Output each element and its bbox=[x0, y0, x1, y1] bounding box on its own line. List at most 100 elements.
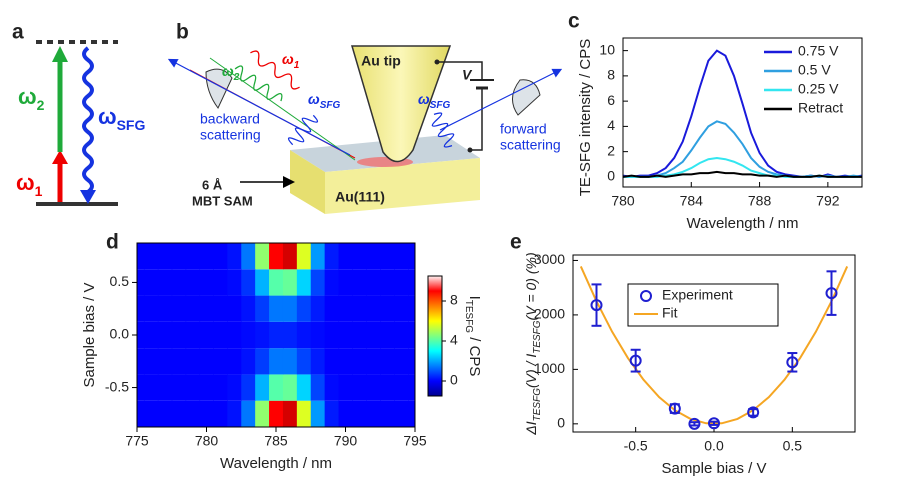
x-tick-label: 780 bbox=[611, 193, 635, 209]
data-point bbox=[629, 354, 642, 367]
y-tick-label: 2000 bbox=[534, 306, 565, 322]
heat-cell bbox=[255, 243, 270, 270]
y-axis-label: Sample bias / V bbox=[81, 282, 98, 387]
heat-cell bbox=[213, 321, 228, 349]
heat-cell bbox=[338, 243, 353, 270]
label-part: (V) / I bbox=[523, 354, 539, 388]
y-tick-label: 0.0 bbox=[110, 326, 130, 342]
panel-label: e bbox=[510, 231, 522, 254]
y-tick-label: 0 bbox=[557, 415, 565, 431]
heat-cell bbox=[143, 269, 159, 296]
omega-label: ω1 bbox=[16, 170, 43, 199]
heat-cell bbox=[408, 348, 415, 375]
heat-cell bbox=[137, 400, 145, 427]
heat-cell bbox=[185, 374, 201, 401]
heat-cell bbox=[143, 321, 159, 349]
heat-cell bbox=[255, 400, 270, 427]
heat-cell bbox=[282, 243, 298, 270]
heat-cell bbox=[227, 374, 242, 401]
data-point bbox=[747, 406, 760, 419]
label-part: / CPS bbox=[466, 333, 483, 376]
plot-frame bbox=[136, 242, 416, 428]
heat-cell bbox=[408, 269, 415, 296]
x-tick-label: 792 bbox=[816, 193, 840, 209]
heat-cell bbox=[352, 400, 367, 427]
heat-cell bbox=[366, 374, 381, 401]
heat-cell bbox=[227, 348, 242, 375]
heat-cell bbox=[310, 321, 326, 349]
heat-cell bbox=[310, 374, 326, 401]
heat-cell bbox=[269, 321, 284, 349]
x-tick-label: 788 bbox=[748, 193, 772, 209]
series-line bbox=[623, 120, 862, 178]
sam-label: 6 Å bbox=[202, 177, 223, 192]
heat-cell bbox=[296, 243, 312, 270]
heat-cell bbox=[185, 269, 201, 296]
heat-cell bbox=[296, 295, 312, 322]
heat-cell bbox=[282, 321, 298, 349]
heat-cell bbox=[255, 374, 270, 401]
heat-cell bbox=[338, 269, 353, 296]
y-tick-label: 3000 bbox=[534, 251, 565, 267]
heat-cell bbox=[157, 243, 173, 270]
heat-cell bbox=[171, 348, 187, 375]
heat-cell bbox=[241, 400, 256, 427]
heat-cell bbox=[366, 295, 381, 322]
heat-cell bbox=[255, 269, 270, 296]
data-point bbox=[708, 417, 720, 430]
heat-cell bbox=[366, 243, 381, 270]
label-part: TESFG bbox=[532, 320, 543, 354]
heat-cell bbox=[241, 321, 256, 349]
x-tick-label: 785 bbox=[264, 433, 288, 449]
heat-cell bbox=[366, 400, 381, 427]
x-tick-label: 795 bbox=[403, 433, 427, 449]
heat-cell bbox=[171, 374, 187, 401]
scatter-label: forward bbox=[500, 121, 547, 137]
heat-cell bbox=[213, 295, 228, 322]
label-part: TESFG bbox=[532, 388, 543, 422]
heat-cell bbox=[394, 321, 409, 349]
heat-cell bbox=[227, 321, 242, 349]
heat-cell bbox=[352, 269, 367, 296]
heat-cell bbox=[324, 243, 340, 270]
heat-cell bbox=[213, 400, 228, 427]
heat-cell bbox=[157, 400, 173, 427]
x-tick-label: -0.5 bbox=[624, 438, 648, 454]
heat-cell bbox=[408, 295, 415, 322]
heat-cell bbox=[171, 400, 187, 427]
label-part: (V = 0) (%) bbox=[523, 252, 539, 320]
heat-cell bbox=[199, 269, 214, 296]
heat-cell bbox=[338, 374, 353, 401]
data-point bbox=[688, 417, 701, 430]
heat-cell bbox=[185, 321, 201, 349]
heat-cell bbox=[380, 269, 395, 296]
data-point bbox=[825, 287, 838, 300]
heat-cell bbox=[310, 295, 326, 322]
voltage-label: V bbox=[462, 67, 473, 83]
x-axis-label: Wavelength / nm bbox=[687, 215, 799, 232]
omega-label: ωSFG bbox=[98, 104, 145, 133]
heat-cell bbox=[269, 400, 284, 427]
panel-label: c bbox=[568, 10, 580, 33]
x-axis-label: Sample bias / V bbox=[661, 460, 766, 477]
heat-cell bbox=[157, 269, 173, 296]
heat-cell bbox=[296, 269, 312, 296]
heat-cell bbox=[338, 400, 353, 427]
heat-cell bbox=[380, 243, 395, 270]
heat-cell bbox=[408, 243, 415, 270]
axis-label: ΔITESFG(V) / ITESFG(V = 0) (%) bbox=[523, 252, 543, 435]
heat-cell bbox=[199, 243, 214, 270]
heat-cell bbox=[310, 243, 326, 270]
heat-cell bbox=[157, 321, 173, 349]
y-tick-label: 6 bbox=[607, 92, 615, 108]
colorbar bbox=[427, 275, 443, 397]
heat-cell bbox=[185, 295, 201, 322]
heat-cell bbox=[269, 243, 284, 270]
y-axis-label: TE-SFG intensity / CPS bbox=[577, 39, 594, 197]
heat-cell bbox=[380, 321, 395, 349]
heat-cell bbox=[241, 374, 256, 401]
x-tick-label: 0.0 bbox=[704, 438, 724, 454]
heat-cell bbox=[241, 295, 256, 322]
y-tick-label: 10 bbox=[599, 41, 615, 57]
heat-cell bbox=[282, 295, 298, 322]
